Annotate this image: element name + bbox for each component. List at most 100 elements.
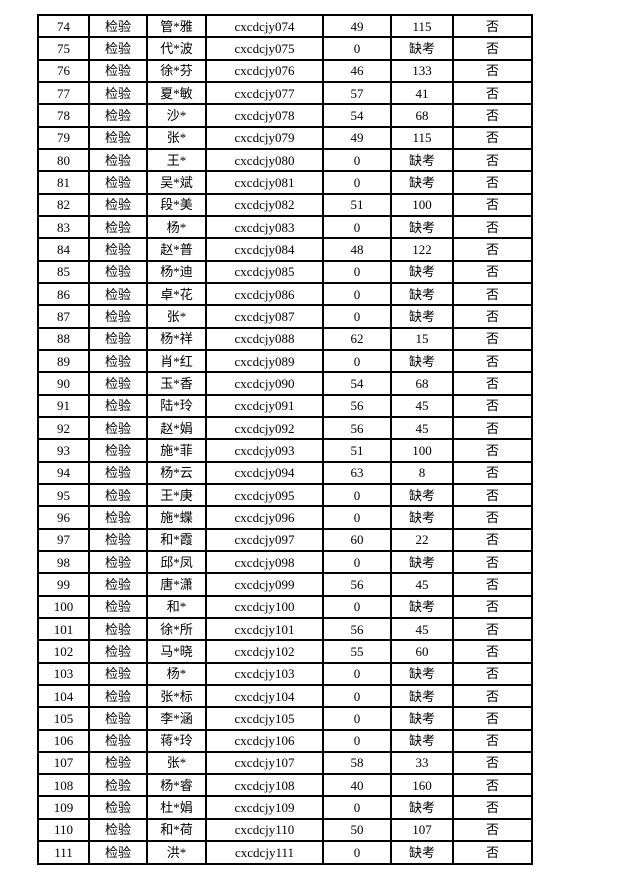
cell-flag: 否 <box>452 661 533 686</box>
cell-flag: 否 <box>452 80 533 106</box>
cell-account: cxcdcjy105 <box>205 706 324 731</box>
cell-account: cxcdcjy086 <box>205 281 324 307</box>
cell-rank-or-status: 15 <box>390 326 454 351</box>
cell-name: 夏*敏 <box>146 80 207 106</box>
cell-rank-or-status: 缺考 <box>390 281 454 307</box>
cell-score: 49 <box>322 13 392 39</box>
cell-row-number: 82 <box>37 192 90 217</box>
cell-name: 张* <box>146 304 207 329</box>
cell-flag: 否 <box>452 281 533 307</box>
cell-category: 检验 <box>88 214 148 240</box>
cell-account: cxcdcjy108 <box>205 773 324 798</box>
cell-row-number: 93 <box>37 438 90 463</box>
table-row: 106 检验 蒋*玲 cxcdcjy106 0 缺考 否 <box>37 728 533 753</box>
cell-rank-or-status: 45 <box>390 616 454 642</box>
cell-name: 李*涵 <box>146 706 207 731</box>
cell-score: 0 <box>322 259 392 284</box>
cell-category: 检验 <box>88 549 148 575</box>
cell-category: 检验 <box>88 393 148 418</box>
table-row: 87 检验 张* cxcdcjy087 0 缺考 否 <box>37 304 533 329</box>
cell-rank-or-status: 缺考 <box>390 594 454 619</box>
cell-name: 玉*香 <box>146 371 207 396</box>
cell-rank-or-status: 45 <box>390 572 454 597</box>
cell-row-number: 86 <box>37 281 90 307</box>
table-row: 80 检验 王* cxcdcjy080 0 缺考 否 <box>37 147 533 173</box>
cell-account: cxcdcjy087 <box>205 304 324 329</box>
cell-score: 0 <box>322 549 392 575</box>
cell-row-number: 108 <box>37 773 90 798</box>
table-row: 101 检验 徐*所 cxcdcjy101 56 45 否 <box>37 616 533 642</box>
cell-rank-or-status: 缺考 <box>390 36 454 61</box>
cell-flag: 否 <box>452 683 533 709</box>
cell-category: 检验 <box>88 572 148 597</box>
cell-flag: 否 <box>452 527 533 552</box>
cell-category: 检验 <box>88 482 148 508</box>
cell-score: 0 <box>322 147 392 173</box>
cell-flag: 否 <box>452 728 533 753</box>
cell-score: 48 <box>322 237 392 262</box>
cell-name: 洪* <box>146 840 207 865</box>
table-row: 107 检验 张* cxcdcjy107 58 33 否 <box>37 750 533 776</box>
table-row: 79 检验 张* cxcdcjy079 49 115 否 <box>37 125 533 150</box>
cell-flag: 否 <box>452 147 533 173</box>
results-table: 74 检验 管*雅 cxcdcjy074 49 115 否 75 检验 代*波 … <box>37 13 533 865</box>
cell-account: cxcdcjy092 <box>205 415 324 441</box>
cell-rank-or-status: 41 <box>390 80 454 106</box>
cell-score: 60 <box>322 527 392 552</box>
cell-flag: 否 <box>452 326 533 351</box>
cell-account: cxcdcjy109 <box>205 795 324 820</box>
cell-score: 63 <box>322 460 392 485</box>
cell-rank-or-status: 缺考 <box>390 259 454 284</box>
cell-category: 检验 <box>88 192 148 217</box>
cell-account: cxcdcjy082 <box>205 192 324 217</box>
cell-category: 检验 <box>88 58 148 83</box>
cell-category: 检验 <box>88 505 148 530</box>
cell-account: cxcdcjy076 <box>205 58 324 83</box>
cell-flag: 否 <box>452 371 533 396</box>
cell-row-number: 110 <box>37 817 90 843</box>
cell-account: cxcdcjy103 <box>205 661 324 686</box>
table-row: 89 检验 肖*红 cxcdcjy089 0 缺考 否 <box>37 348 533 374</box>
cell-flag: 否 <box>452 415 533 441</box>
cell-row-number: 104 <box>37 683 90 709</box>
cell-name: 杨*云 <box>146 460 207 485</box>
table-row: 96 检验 施*蝶 cxcdcjy096 0 缺考 否 <box>37 505 533 530</box>
cell-rank-or-status: 33 <box>390 750 454 776</box>
table-row: 111 检验 洪* cxcdcjy111 0 缺考 否 <box>37 840 533 865</box>
cell-account: cxcdcjy111 <box>205 840 324 865</box>
cell-account: cxcdcjy102 <box>205 639 324 664</box>
cell-row-number: 103 <box>37 661 90 686</box>
table-row: 109 检验 杜*娟 cxcdcjy109 0 缺考 否 <box>37 795 533 820</box>
cell-name: 徐*芬 <box>146 58 207 83</box>
cell-rank-or-status: 缺考 <box>390 214 454 240</box>
cell-category: 检验 <box>88 371 148 396</box>
cell-rank-or-status: 68 <box>390 371 454 396</box>
cell-name: 邱*凤 <box>146 549 207 575</box>
cell-rank-or-status: 115 <box>390 125 454 150</box>
cell-score: 0 <box>322 706 392 731</box>
cell-flag: 否 <box>452 616 533 642</box>
cell-flag: 否 <box>452 237 533 262</box>
cell-name: 徐*所 <box>146 616 207 642</box>
cell-row-number: 91 <box>37 393 90 418</box>
cell-category: 检验 <box>88 326 148 351</box>
table-row: 98 检验 邱*凤 cxcdcjy098 0 缺考 否 <box>37 549 533 575</box>
cell-rank-or-status: 133 <box>390 58 454 83</box>
cell-category: 检验 <box>88 795 148 820</box>
cell-name: 管*雅 <box>146 13 207 39</box>
cell-account: cxcdcjy077 <box>205 80 324 106</box>
cell-row-number: 76 <box>37 58 90 83</box>
table-row: 103 检验 杨* cxcdcjy103 0 缺考 否 <box>37 661 533 686</box>
cell-name: 王*庚 <box>146 482 207 508</box>
cell-name: 唐*潇 <box>146 572 207 597</box>
table-row: 90 检验 玉*香 cxcdcjy090 54 68 否 <box>37 371 533 396</box>
cell-name: 赵*娟 <box>146 415 207 441</box>
cell-flag: 否 <box>452 817 533 843</box>
cell-category: 检验 <box>88 683 148 709</box>
table-row: 82 检验 段*美 cxcdcjy082 51 100 否 <box>37 192 533 217</box>
cell-score: 0 <box>322 661 392 686</box>
cell-score: 49 <box>322 125 392 150</box>
cell-name: 和*荷 <box>146 817 207 843</box>
cell-flag: 否 <box>452 572 533 597</box>
cell-rank-or-status: 缺考 <box>390 706 454 731</box>
